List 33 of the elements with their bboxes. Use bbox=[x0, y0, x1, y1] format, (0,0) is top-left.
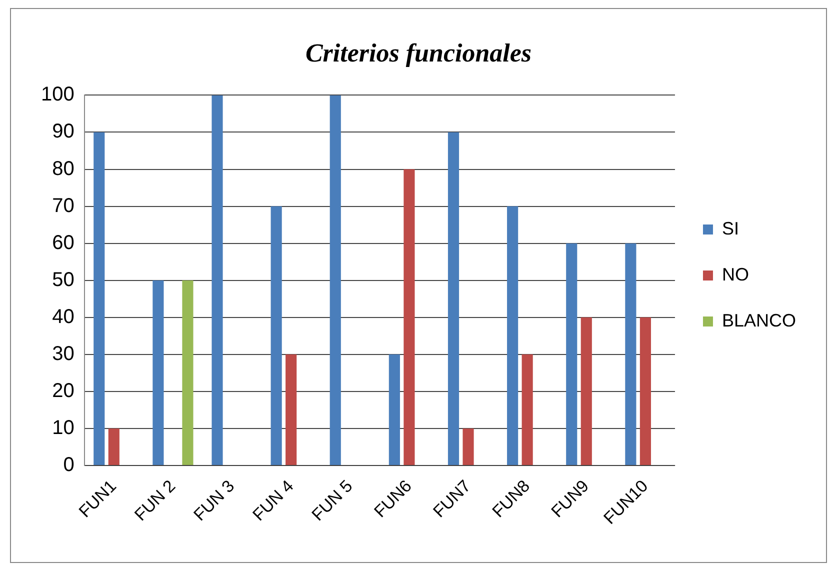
y-tick-label: 10 bbox=[52, 416, 74, 439]
y-tick-label: 30 bbox=[52, 342, 74, 365]
y-tick-label: 90 bbox=[52, 120, 74, 143]
y-tick-label: 100 bbox=[40, 84, 74, 106]
y-tick-label: 60 bbox=[52, 232, 74, 254]
bar bbox=[640, 317, 651, 465]
bar bbox=[182, 280, 194, 465]
bar bbox=[270, 206, 282, 465]
bar bbox=[94, 132, 105, 465]
bar bbox=[108, 428, 120, 465]
y-tick-label: 70 bbox=[52, 194, 74, 217]
bar bbox=[286, 354, 297, 465]
bar bbox=[152, 280, 164, 465]
chart-title: Criterios funcionales bbox=[305, 38, 532, 68]
y-tick-label: 0 bbox=[63, 454, 74, 476]
bar bbox=[330, 95, 341, 465]
bar bbox=[388, 354, 400, 465]
legend-label: BLANCO bbox=[722, 310, 796, 330]
y-tick-label: 50 bbox=[52, 268, 74, 291]
bar bbox=[566, 243, 578, 465]
y-tick-label: 20 bbox=[52, 380, 74, 402]
bar bbox=[522, 354, 533, 465]
bar bbox=[212, 95, 223, 465]
bar bbox=[462, 428, 474, 465]
bar bbox=[404, 169, 415, 465]
bar bbox=[625, 243, 636, 465]
y-tick-label: 80 bbox=[52, 158, 74, 180]
legend-label: SI bbox=[722, 218, 739, 238]
legend-label: NO bbox=[722, 264, 749, 284]
bar bbox=[448, 132, 460, 465]
bar bbox=[580, 317, 592, 465]
bar bbox=[507, 206, 518, 465]
y-tick-label: 40 bbox=[52, 306, 74, 328]
